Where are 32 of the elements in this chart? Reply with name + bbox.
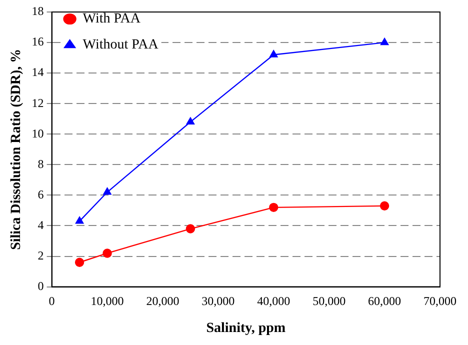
point bbox=[102, 248, 112, 258]
x-tick-label: 30,000 bbox=[202, 294, 235, 308]
x-tick-label: 50,000 bbox=[312, 294, 346, 308]
x-tick-label: 20,000 bbox=[146, 294, 180, 308]
point bbox=[186, 224, 196, 234]
legend-label: Without PAA bbox=[82, 38, 160, 53]
x-tick-label: 70,000 bbox=[424, 294, 456, 308]
y-tick-label: 8 bbox=[38, 156, 44, 171]
y-axis-title: Silica Dissolution Ratio (SDR), % bbox=[9, 48, 24, 250]
point bbox=[380, 201, 390, 210]
x-tick-label: 40,000 bbox=[257, 294, 290, 308]
y-tick-label: 18 bbox=[32, 4, 44, 18]
y-tick-label: 10 bbox=[32, 126, 44, 140]
y-tick-label: 2 bbox=[38, 248, 44, 262]
x-tick-label: 10,000 bbox=[90, 294, 124, 308]
point bbox=[269, 202, 278, 212]
y-tick-label: 6 bbox=[38, 187, 44, 202]
x-axis-title: Salinity, ppm bbox=[206, 321, 286, 336]
point bbox=[186, 117, 195, 125]
y-tick-label: 16 bbox=[32, 34, 44, 49]
y-tick-label: 14 bbox=[32, 65, 44, 80]
y-tick-label: 12 bbox=[32, 96, 44, 110]
point bbox=[380, 38, 389, 46]
legend-label: With PAA bbox=[82, 12, 142, 27]
x-tick-label: 60,000 bbox=[368, 294, 402, 308]
x-tick-label: 0 bbox=[48, 294, 55, 308]
point bbox=[103, 188, 112, 195]
point bbox=[74, 258, 84, 267]
y-tick-label: 0 bbox=[38, 278, 44, 293]
y-tick-label: 4 bbox=[38, 218, 44, 232]
point bbox=[75, 216, 84, 224]
point bbox=[270, 50, 278, 58]
